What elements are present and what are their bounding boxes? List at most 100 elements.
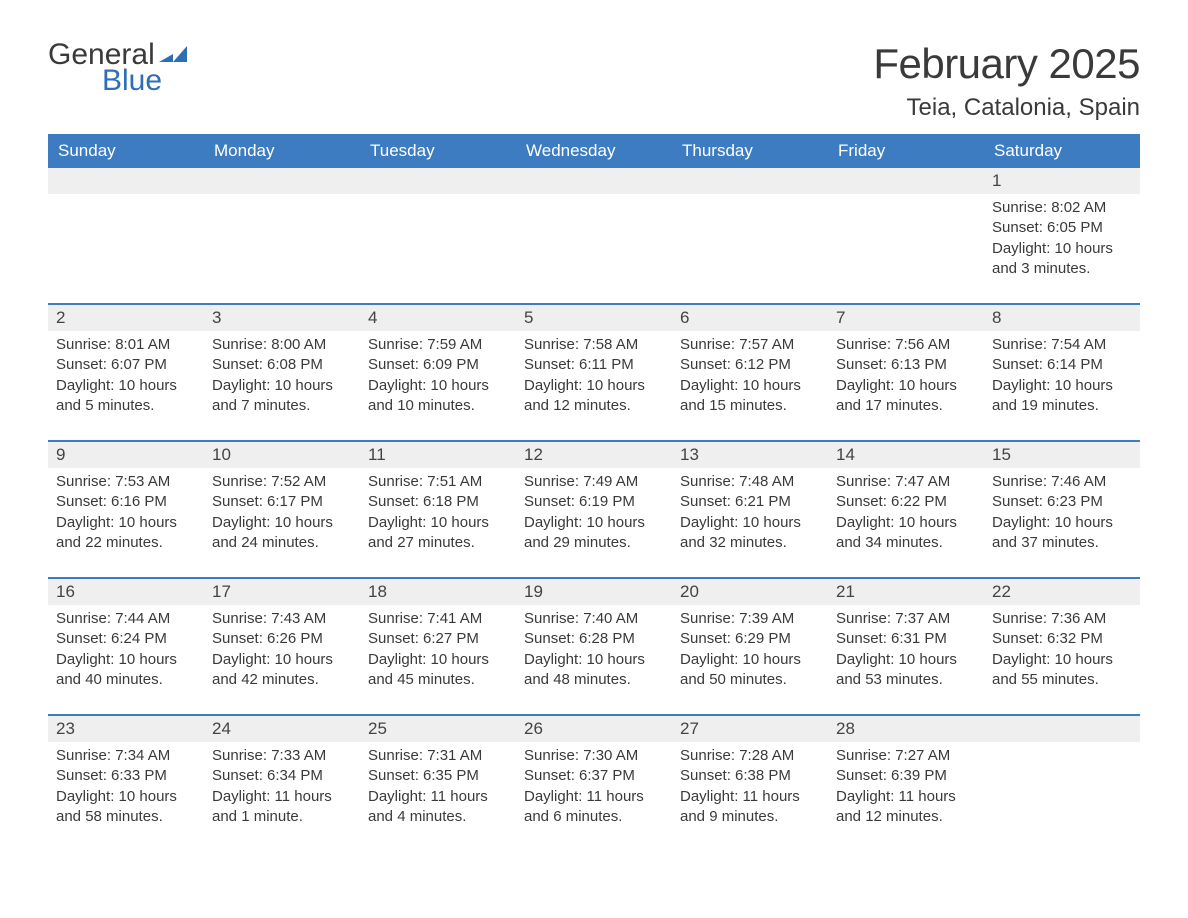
sunset-text: Sunset: 6:11 PM	[524, 355, 664, 375]
day-number: 25	[360, 716, 516, 742]
day-details: Sunrise: 8:00 AMSunset: 6:08 PMDaylight:…	[204, 331, 360, 420]
sunset-text: Sunset: 6:26 PM	[212, 629, 352, 649]
day-number: 12	[516, 442, 672, 468]
sunrise-text: Sunrise: 8:01 AM	[56, 335, 196, 355]
sunrise-text: Sunrise: 7:33 AM	[212, 746, 352, 766]
daylight-text: and 55 minutes.	[992, 670, 1132, 690]
day-details: Sunrise: 7:49 AMSunset: 6:19 PMDaylight:…	[516, 468, 672, 557]
sunset-text: Sunset: 6:38 PM	[680, 766, 820, 786]
sunrise-text: Sunrise: 7:56 AM	[836, 335, 976, 355]
day-number: 7	[828, 305, 984, 331]
day-number: 14	[828, 442, 984, 468]
daylight-text: and 40 minutes.	[56, 670, 196, 690]
daylight-text: and 9 minutes.	[680, 807, 820, 827]
day-details: Sunrise: 8:01 AMSunset: 6:07 PMDaylight:…	[48, 331, 204, 420]
day-cell: 16Sunrise: 7:44 AMSunset: 6:24 PMDayligh…	[48, 579, 204, 694]
day-number: 23	[48, 716, 204, 742]
sunrise-text: Sunrise: 7:51 AM	[368, 472, 508, 492]
sunset-text: Sunset: 6:21 PM	[680, 492, 820, 512]
daylight-text: Daylight: 11 hours	[524, 787, 664, 807]
sunset-text: Sunset: 6:05 PM	[992, 218, 1132, 238]
empty-day	[984, 716, 1140, 742]
daylight-text: Daylight: 10 hours	[992, 376, 1132, 396]
day-cell: 17Sunrise: 7:43 AMSunset: 6:26 PMDayligh…	[204, 579, 360, 694]
day-cell: 26Sunrise: 7:30 AMSunset: 6:37 PMDayligh…	[516, 716, 672, 831]
empty-day	[828, 168, 984, 194]
sunset-text: Sunset: 6:13 PM	[836, 355, 976, 375]
sunset-text: Sunset: 6:09 PM	[368, 355, 508, 375]
daylight-text: Daylight: 10 hours	[836, 513, 976, 533]
daylight-text: Daylight: 10 hours	[524, 513, 664, 533]
day-cell: 1Sunrise: 8:02 AMSunset: 6:05 PMDaylight…	[984, 168, 1140, 283]
day-cell	[828, 168, 984, 283]
sunrise-text: Sunrise: 7:59 AM	[368, 335, 508, 355]
day-details: Sunrise: 7:59 AMSunset: 6:09 PMDaylight:…	[360, 331, 516, 420]
day-cell: 19Sunrise: 7:40 AMSunset: 6:28 PMDayligh…	[516, 579, 672, 694]
dow-tuesday: Tuesday	[360, 134, 516, 168]
day-cell: 22Sunrise: 7:36 AMSunset: 6:32 PMDayligh…	[984, 579, 1140, 694]
sunrise-text: Sunrise: 7:34 AM	[56, 746, 196, 766]
daylight-text: Daylight: 10 hours	[992, 513, 1132, 533]
sunrise-text: Sunrise: 7:40 AM	[524, 609, 664, 629]
day-cell: 24Sunrise: 7:33 AMSunset: 6:34 PMDayligh…	[204, 716, 360, 831]
sunset-text: Sunset: 6:39 PM	[836, 766, 976, 786]
dow-thursday: Thursday	[672, 134, 828, 168]
day-cell: 11Sunrise: 7:51 AMSunset: 6:18 PMDayligh…	[360, 442, 516, 557]
sunrise-text: Sunrise: 7:30 AM	[524, 746, 664, 766]
day-details: Sunrise: 7:54 AMSunset: 6:14 PMDaylight:…	[984, 331, 1140, 420]
daylight-text: and 1 minute.	[212, 807, 352, 827]
empty-day	[516, 168, 672, 194]
daylight-text: and 4 minutes.	[368, 807, 508, 827]
sunrise-text: Sunrise: 7:37 AM	[836, 609, 976, 629]
sunset-text: Sunset: 6:19 PM	[524, 492, 664, 512]
daylight-text: and 3 minutes.	[992, 259, 1132, 279]
day-details: Sunrise: 7:31 AMSunset: 6:35 PMDaylight:…	[360, 742, 516, 831]
daylight-text: and 37 minutes.	[992, 533, 1132, 553]
sunrise-text: Sunrise: 7:39 AM	[680, 609, 820, 629]
day-details: Sunrise: 7:39 AMSunset: 6:29 PMDaylight:…	[672, 605, 828, 694]
dow-sunday: Sunday	[48, 134, 204, 168]
day-cell	[516, 168, 672, 283]
sunset-text: Sunset: 6:12 PM	[680, 355, 820, 375]
sunrise-text: Sunrise: 7:27 AM	[836, 746, 976, 766]
daylight-text: Daylight: 10 hours	[836, 376, 976, 396]
daylight-text: Daylight: 10 hours	[680, 650, 820, 670]
sunset-text: Sunset: 6:29 PM	[680, 629, 820, 649]
sunrise-text: Sunrise: 7:54 AM	[992, 335, 1132, 355]
day-details: Sunrise: 7:34 AMSunset: 6:33 PMDaylight:…	[48, 742, 204, 831]
day-details: Sunrise: 7:47 AMSunset: 6:22 PMDaylight:…	[828, 468, 984, 557]
week-row: 23Sunrise: 7:34 AMSunset: 6:33 PMDayligh…	[48, 714, 1140, 831]
sunset-text: Sunset: 6:17 PM	[212, 492, 352, 512]
day-cell: 18Sunrise: 7:41 AMSunset: 6:27 PMDayligh…	[360, 579, 516, 694]
day-cell: 8Sunrise: 7:54 AMSunset: 6:14 PMDaylight…	[984, 305, 1140, 420]
daylight-text: Daylight: 10 hours	[368, 376, 508, 396]
day-number: 1	[984, 168, 1140, 194]
sunset-text: Sunset: 6:27 PM	[368, 629, 508, 649]
day-details: Sunrise: 7:57 AMSunset: 6:12 PMDaylight:…	[672, 331, 828, 420]
day-number: 24	[204, 716, 360, 742]
daylight-text: and 22 minutes.	[56, 533, 196, 553]
day-cell: 14Sunrise: 7:47 AMSunset: 6:22 PMDayligh…	[828, 442, 984, 557]
day-number: 8	[984, 305, 1140, 331]
sunset-text: Sunset: 6:08 PM	[212, 355, 352, 375]
daylight-text: Daylight: 10 hours	[212, 376, 352, 396]
day-number: 5	[516, 305, 672, 331]
sunrise-text: Sunrise: 7:36 AM	[992, 609, 1132, 629]
daylight-text: and 15 minutes.	[680, 396, 820, 416]
sunset-text: Sunset: 6:32 PM	[992, 629, 1132, 649]
daylight-text: Daylight: 10 hours	[992, 650, 1132, 670]
day-cell	[360, 168, 516, 283]
day-number: 11	[360, 442, 516, 468]
day-cell: 28Sunrise: 7:27 AMSunset: 6:39 PMDayligh…	[828, 716, 984, 831]
sunset-text: Sunset: 6:18 PM	[368, 492, 508, 512]
header: General Blue February 2025 Teia, Catalon…	[48, 40, 1140, 122]
daylight-text: and 42 minutes.	[212, 670, 352, 690]
sunrise-text: Sunrise: 7:53 AM	[56, 472, 196, 492]
dow-monday: Monday	[204, 134, 360, 168]
day-cell: 25Sunrise: 7:31 AMSunset: 6:35 PMDayligh…	[360, 716, 516, 831]
daylight-text: and 17 minutes.	[836, 396, 976, 416]
day-cell: 20Sunrise: 7:39 AMSunset: 6:29 PMDayligh…	[672, 579, 828, 694]
daylight-text: Daylight: 11 hours	[836, 787, 976, 807]
day-details: Sunrise: 7:53 AMSunset: 6:16 PMDaylight:…	[48, 468, 204, 557]
daylight-text: Daylight: 10 hours	[56, 650, 196, 670]
